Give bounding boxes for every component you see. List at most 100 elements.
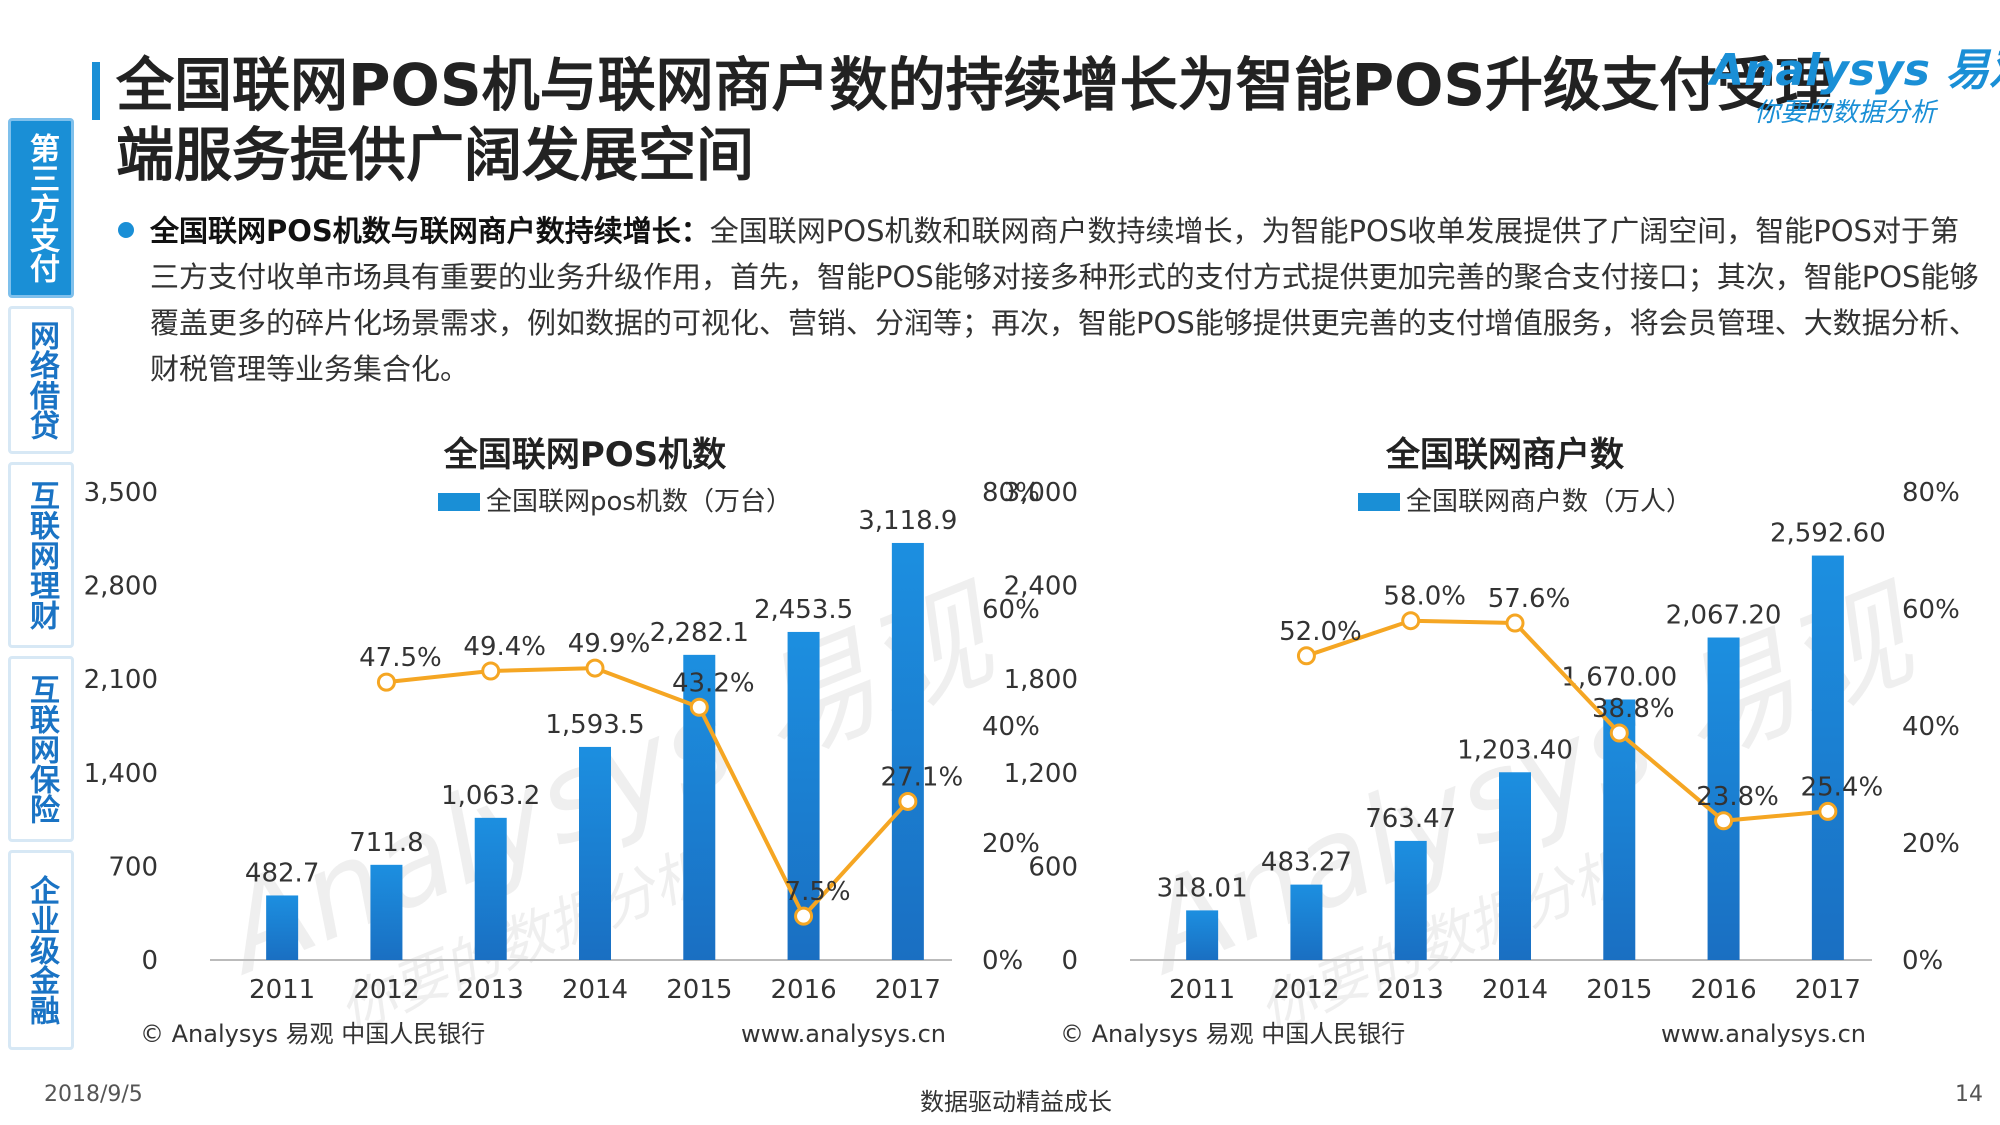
pos-ytick-left: 2,100 xyxy=(84,665,158,695)
pos-ytick-left: 700 xyxy=(108,852,158,882)
merchant-ytick-left: 2,400 xyxy=(1004,572,1078,602)
pos-growth-point xyxy=(376,672,396,692)
pos-website: www.analysys.cn xyxy=(741,1020,946,1048)
merchant-growth-point xyxy=(1714,811,1734,831)
chart-merchants: Analysys 易观 你要的数据分析 全国联网商户数 全国联网商户数（万人） 0 600… xyxy=(1004,430,1960,1070)
pos-bar xyxy=(370,864,403,960)
merchant-growth-label: 58.0% xyxy=(1383,582,1466,612)
merchant-ytick-right: 40% xyxy=(1902,712,1960,742)
merchant-bar-value-label: 2,592.60 xyxy=(1770,519,1886,549)
merchant-bar xyxy=(1499,772,1531,960)
merchant-growth-label: 52.0% xyxy=(1279,617,1362,647)
merchant-website: www.analysys.cn xyxy=(1661,1020,1866,1048)
pos-growth-point xyxy=(898,791,918,811)
pos-growth-point xyxy=(689,697,709,717)
chart-merchants-svg: Analysys 易观你要的数据分析全国联网商户数全国联网商户数（万人）0600… xyxy=(1004,435,1960,1048)
pos-growth-label: 27.1% xyxy=(881,762,964,792)
description-paragraph: 全国联网POS机数与联网商户数持续增长：全国联网POS机数和联网商户数持续增长，… xyxy=(150,208,1980,392)
chart-pos-terminals: Analysys 易观你要的数据分析全国联网POS机数全国联网pos机数（万台）… xyxy=(84,430,1040,1070)
merchant-bar-value-label: 2,067.20 xyxy=(1666,601,1782,631)
sidebar-item-enterprise-finance[interactable]: 企业级金融 xyxy=(8,850,74,1050)
pos-source: © Analysys 易观 中国人民银行 xyxy=(140,1020,485,1048)
footer-slogan: 数据驱动精益成长 xyxy=(920,1088,1112,1116)
merchant-growth-label: 23.8% xyxy=(1696,782,1779,812)
pos-bar xyxy=(891,542,924,960)
logo-brand: Analysys 易观 xyxy=(1710,45,2000,96)
pos-growth-label: 43.2% xyxy=(672,668,755,698)
pos-growth-label: 49.9% xyxy=(568,629,651,659)
merchant-xtick: 2013 xyxy=(1378,975,1444,1005)
pos-bar xyxy=(266,895,299,960)
merchant-ytick-right: 0% xyxy=(1902,946,1943,976)
pos-xtick: 2014 xyxy=(562,975,628,1005)
pos-bar-value-label: 1,593.5 xyxy=(545,710,644,740)
pos-growth-label: 47.5% xyxy=(359,643,442,673)
pos-xtick: 2013 xyxy=(458,975,524,1005)
merchant-ytick-right: 20% xyxy=(1902,829,1960,859)
merchant-ytick-left: 1,800 xyxy=(1004,665,1078,695)
merchant-growth-label: 38.8% xyxy=(1592,694,1675,724)
description-body: 全国联网POS机数和联网商户数持续增长，为智能POS收单发展提供了广阔空间，智能… xyxy=(150,214,1979,386)
pos-ytick-right: 80% xyxy=(982,478,1040,508)
merchant-xtick: 2016 xyxy=(1690,975,1756,1005)
merchant-bar-value-label: 483.27 xyxy=(1261,848,1352,878)
pos-ytick-left: 1,400 xyxy=(84,759,158,789)
sidebar-item-online-lending[interactable]: 网络借贷 xyxy=(8,306,74,454)
description-heading: 全国联网POS机数与联网商户数持续增长： xyxy=(150,214,710,248)
merchant-growth-point xyxy=(1818,801,1838,821)
merchant-source: © Analysys 易观 中国人民银行 xyxy=(1060,1020,1405,1048)
merchant-growth-label: 57.6% xyxy=(1488,584,1571,614)
merchant-bar-value-label: 318.01 xyxy=(1157,873,1248,903)
merchant-xtick: 2017 xyxy=(1795,975,1861,1005)
pos-growth-point xyxy=(481,661,501,681)
footer-date: 2018/9/5 xyxy=(44,1082,143,1107)
page-title: 全国联网POS机与联网商户数的持续增长为智能POS升级支付受理端服务提供广阔发展… xyxy=(116,51,1834,189)
merchant-growth-point xyxy=(1609,723,1629,743)
merchant-xtick: 2011 xyxy=(1169,975,1235,1005)
sidebar-item-internet-insurance[interactable]: 互联网保险 xyxy=(8,656,74,842)
pos-xtick: 2011 xyxy=(249,975,315,1005)
merchant-growth-label: 25.4% xyxy=(1801,772,1884,802)
merchant-ytick-left: 3,000 xyxy=(1004,478,1078,508)
merchant-bar-value-label: 1,670.00 xyxy=(1561,662,1677,692)
pos-growth-label: 7.5% xyxy=(785,877,851,907)
merchant-ytick-left: 1,200 xyxy=(1004,759,1078,789)
pos-ytick-left: 0 xyxy=(141,946,158,976)
pos-bar-value-label: 2,282.1 xyxy=(650,618,749,648)
merchant-ytick-right: 80% xyxy=(1902,478,1960,508)
analysys-logo: Analysys 易观 你要的数据分析 xyxy=(1710,34,2000,134)
pos-growth-point xyxy=(585,658,605,678)
pos-xtick: 2015 xyxy=(666,975,732,1005)
merchant-xtick: 2014 xyxy=(1482,975,1548,1005)
title-accent-bar xyxy=(92,62,100,120)
pos-xtick: 2012 xyxy=(353,975,419,1005)
pos-legend-swatch xyxy=(438,493,480,511)
pos-ytick-right: 40% xyxy=(982,712,1040,742)
sidebar: 第三方支付 网络借贷 互联网理财 互联网保险 企业级金融 xyxy=(8,118,80,1058)
merchant-ytick-left: 0 xyxy=(1061,946,1078,976)
pos-bar-value-label: 2,453.5 xyxy=(754,595,853,625)
chart-pos-terminals-svg: Analysys 易观你要的数据分析全国联网POS机数全国联网pos机数（万台）… xyxy=(84,435,1040,1048)
pos-bar-value-label: 711.8 xyxy=(349,828,423,858)
merchant-bar xyxy=(1811,555,1844,960)
merchant-growth-point xyxy=(1401,611,1421,631)
pos-xtick: 2016 xyxy=(770,975,836,1005)
pos-title: 全国联网POS机数 xyxy=(443,435,726,475)
pos-growth-point xyxy=(794,906,814,926)
merchant-ytick-right: 60% xyxy=(1902,595,1960,625)
sidebar-item-internet-wealth[interactable]: 互联网理财 xyxy=(8,462,74,648)
pos-growth-line xyxy=(386,666,910,920)
merchant-ytick-left: 600 xyxy=(1028,852,1078,882)
merchant-bar xyxy=(1290,884,1323,960)
bullet-icon xyxy=(118,222,134,238)
logo-tagline: 你要的数据分析 xyxy=(1754,98,1937,128)
page-number: 14 xyxy=(1955,1082,1983,1107)
merchant-xtick: 2015 xyxy=(1586,975,1652,1005)
pos-legend-label: 全国联网pos机数（万台） xyxy=(486,487,792,517)
pos-ytick-left: 3,500 xyxy=(84,478,158,508)
pos-ytick-right: 20% xyxy=(982,829,1040,859)
pos-bar-value-label: 3,118.9 xyxy=(858,506,957,536)
merchant-growth-line xyxy=(1305,618,1829,823)
merchant-bar-value-label: 1,203.40 xyxy=(1457,735,1573,765)
sidebar-item-third-party-payment[interactable]: 第三方支付 xyxy=(8,118,74,298)
